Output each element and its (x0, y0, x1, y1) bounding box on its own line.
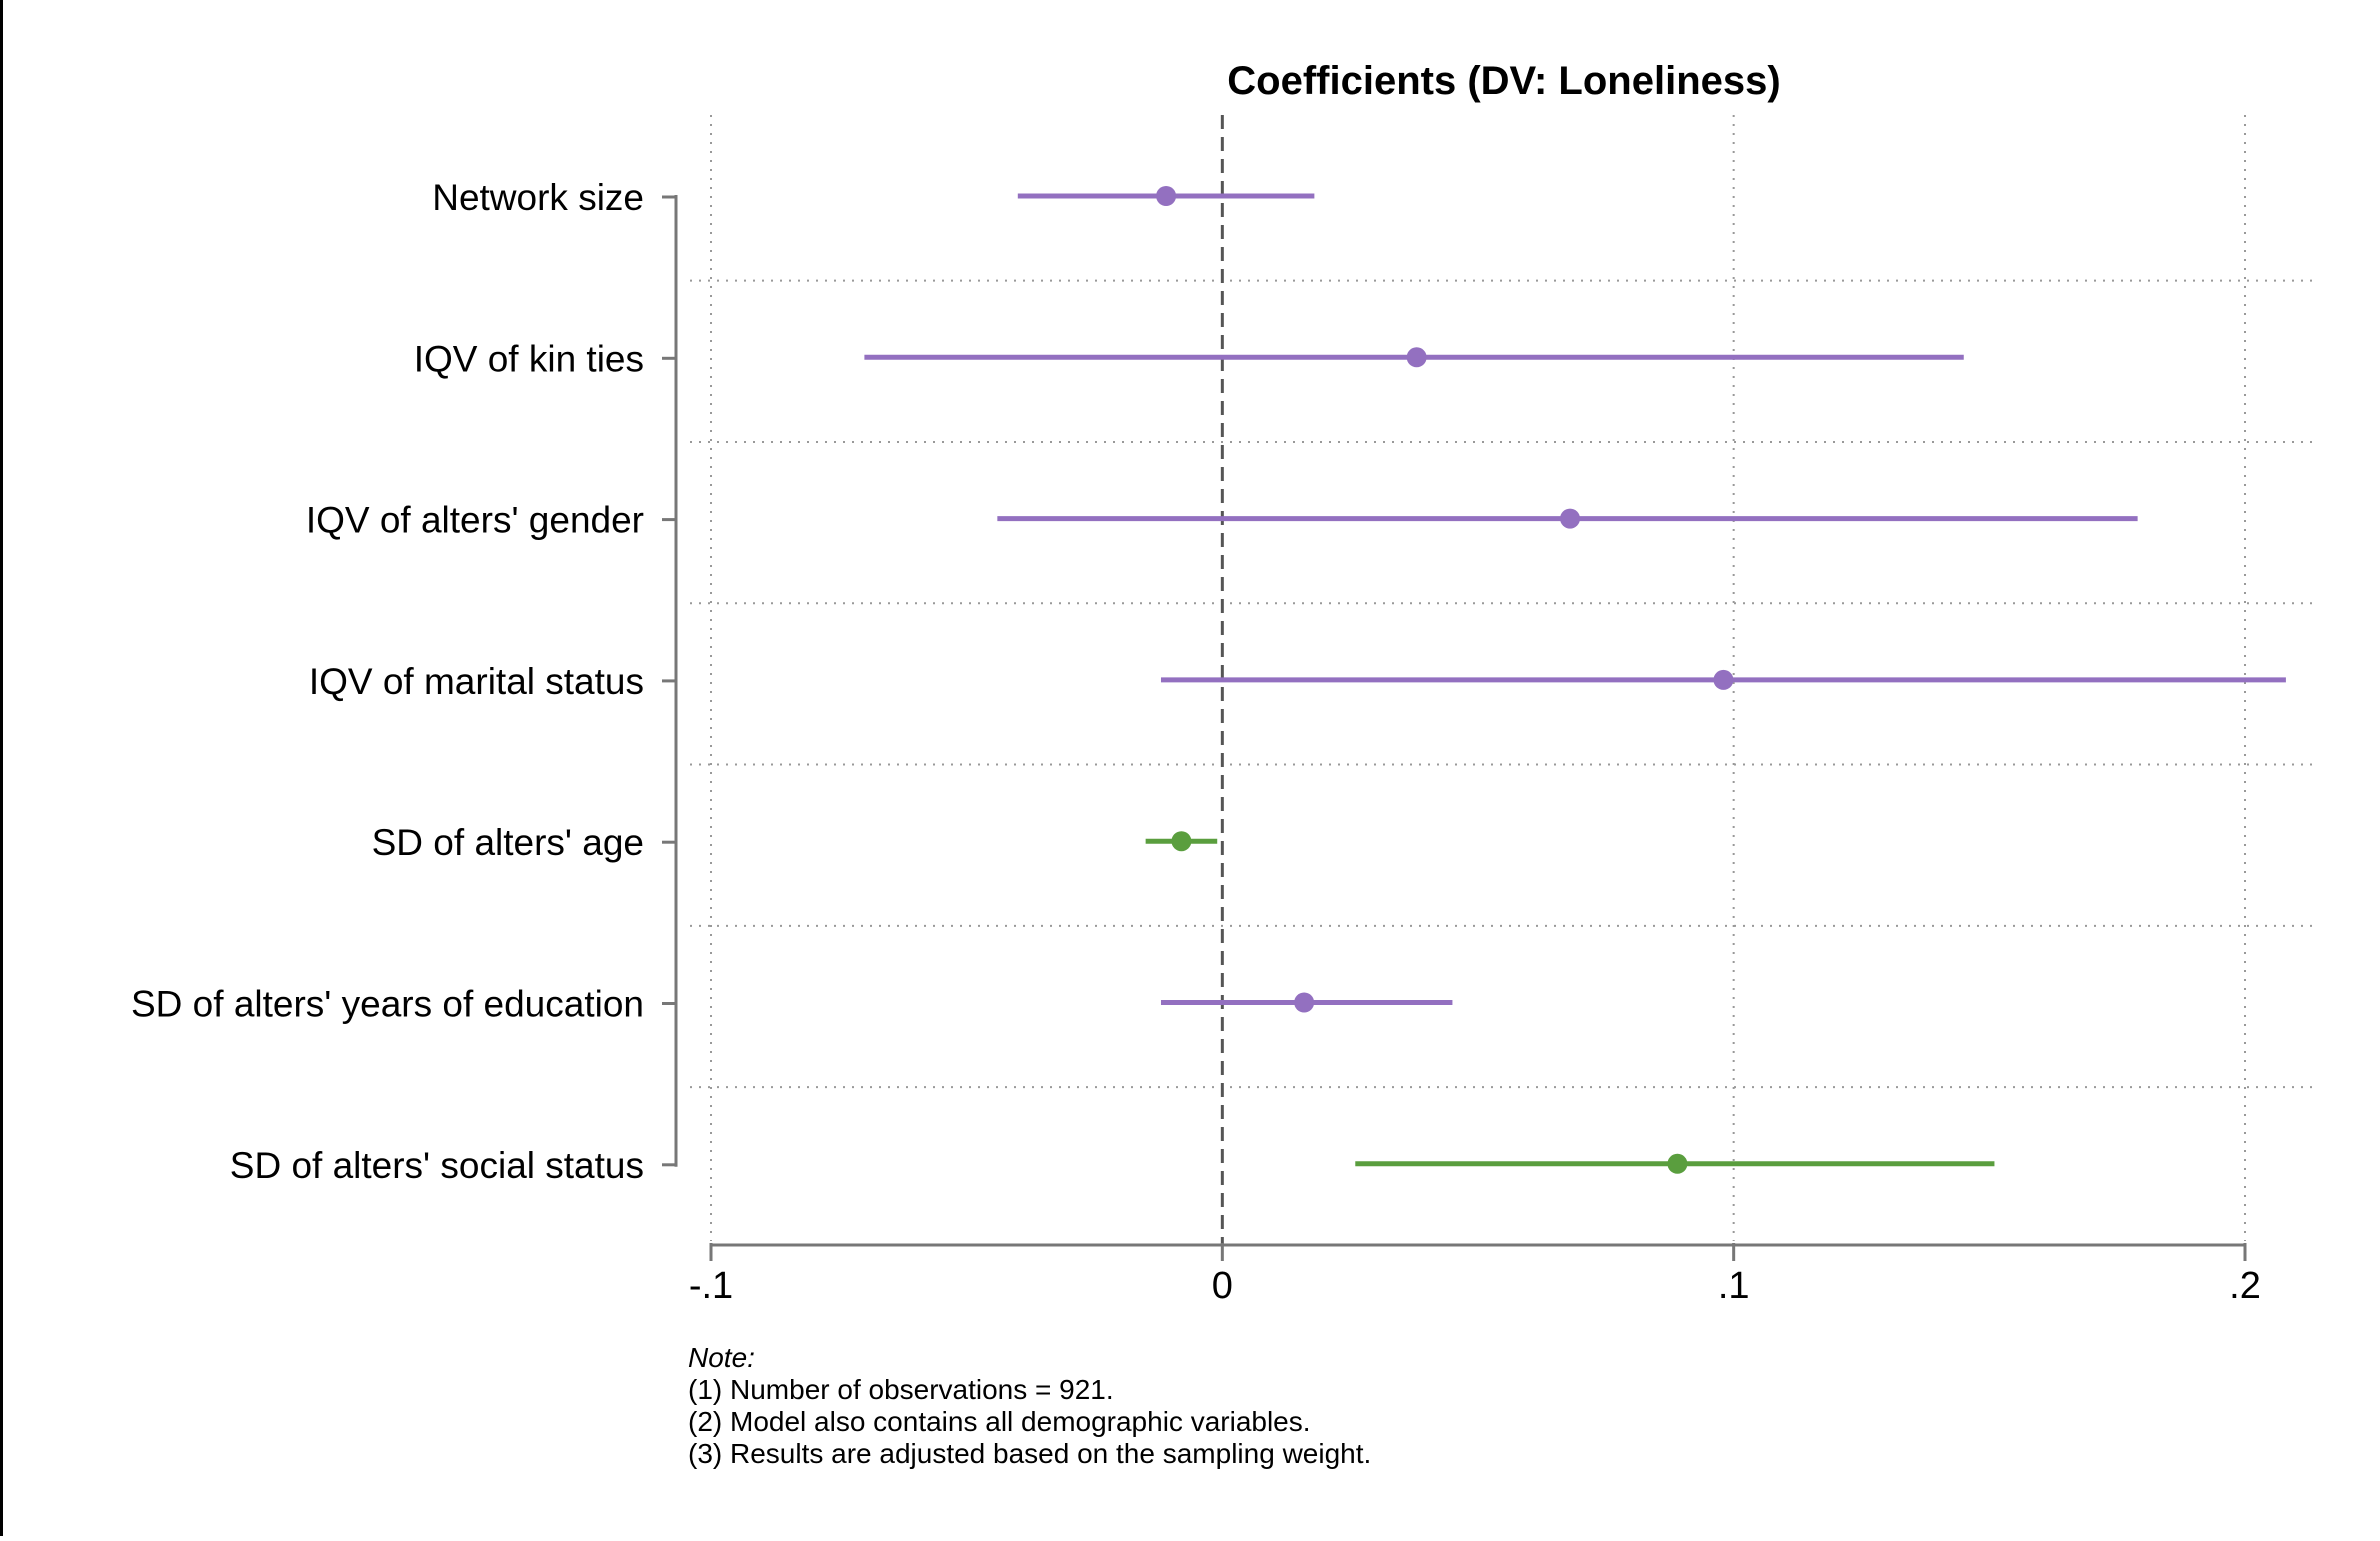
chart-title: Coefficients (DV: Loneliness) (1227, 59, 1780, 103)
y-tick-label: SD of alters' social status (230, 1145, 644, 1186)
x-tick-label: .1 (1718, 1265, 1750, 1307)
x-tick-label: -.1 (689, 1265, 733, 1307)
y-tick-label: SD of alters' age (372, 822, 644, 863)
x-tick-label: .2 (2229, 1265, 2261, 1307)
point-estimate (1713, 669, 1734, 690)
note-line-1: (1) Number of observations = 921. (688, 1374, 1114, 1405)
horizontal-gridlines (690, 279, 2318, 1089)
note-block: Note: (1) Number of observations = 921. … (688, 1342, 1371, 1470)
x-tick-label: 0 (1212, 1265, 1233, 1307)
left-border (0, 0, 3, 1536)
y-tick-label: IQV of marital status (309, 661, 644, 702)
note-title: Note: (688, 1342, 755, 1373)
coefficient-marks (864, 186, 2286, 1174)
y-tick-label: SD of alters' years of education (131, 984, 644, 1025)
y-tick-label: IQV of kin ties (414, 338, 644, 379)
note-line-2: (2) Model also contains all demographic … (688, 1406, 1311, 1437)
y-axis: Network size IQV of kin ties IQV of alters… (131, 177, 678, 1186)
point-estimate (1667, 1153, 1688, 1174)
point-estimate (1171, 831, 1192, 852)
y-tick-label: Network size (432, 177, 644, 218)
note-line-3: (3) Results are adjusted based on the sa… (688, 1438, 1372, 1469)
y-tick-label: IQV of alters' gender (306, 500, 644, 541)
point-estimate (1406, 347, 1427, 368)
point-estimate (1294, 992, 1315, 1013)
x-axis: -.1 0 .1 .2 (689, 1243, 2261, 1307)
point-estimate (1560, 508, 1581, 529)
point-estimate (1156, 186, 1177, 206)
